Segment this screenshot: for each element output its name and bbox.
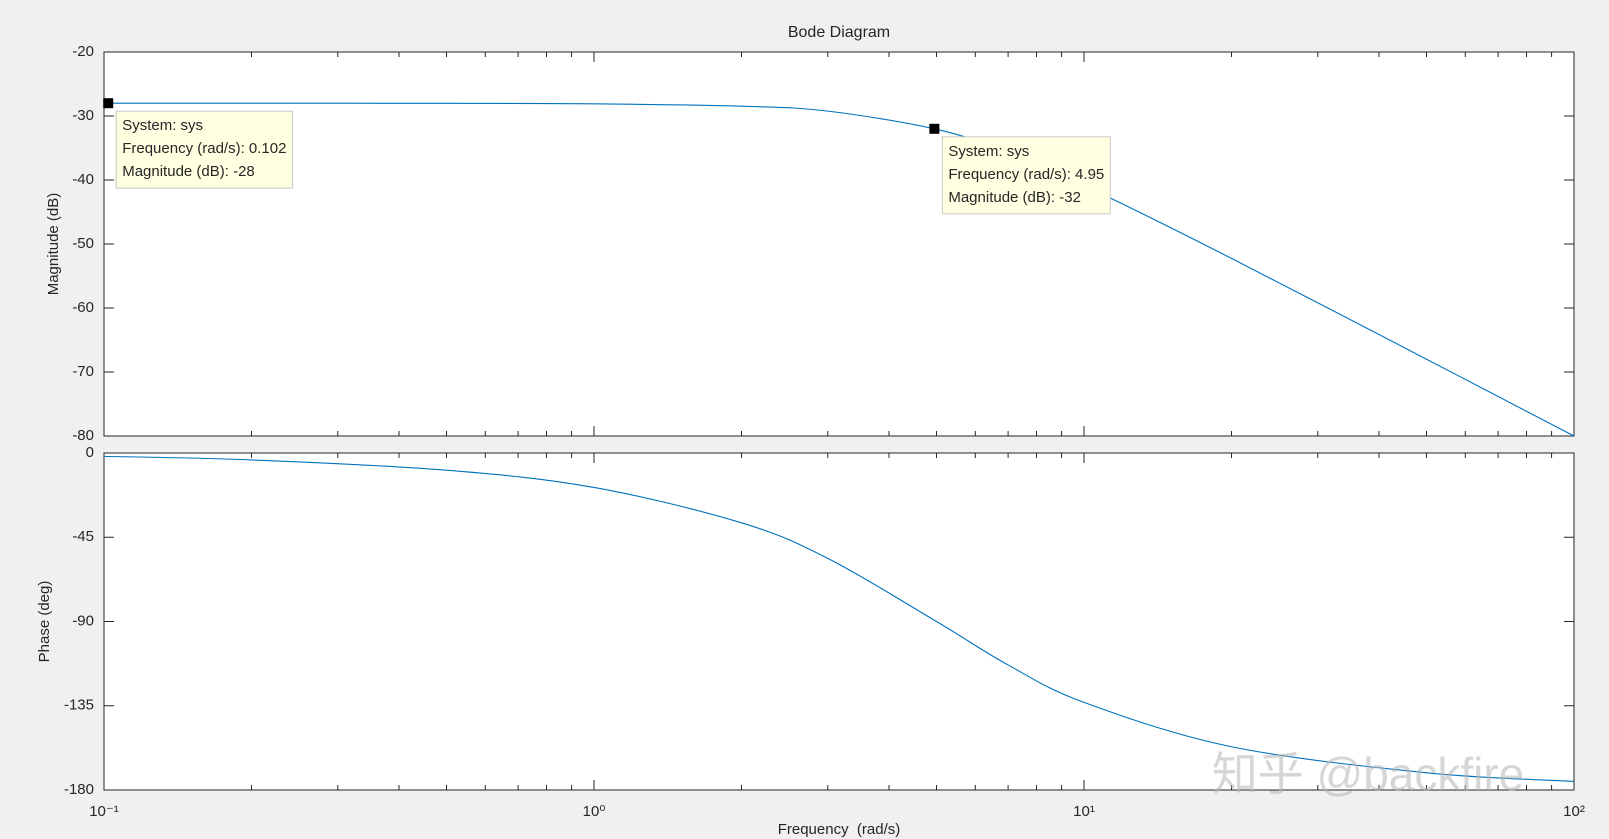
datatip-text: Magnitude (dB): -28 (122, 163, 255, 180)
datatip-marker (103, 98, 114, 109)
datatip-box (941, 136, 1111, 215)
y-tick-label: -50 (72, 235, 94, 252)
y-tick-label: -135 (64, 697, 94, 714)
data-line (103, 455, 1575, 782)
y-tick-label: -45 (72, 528, 94, 545)
y-tick-label: 0 (86, 444, 94, 461)
datatip-box (115, 110, 293, 189)
y-axis-label: Phase (deg) (36, 581, 53, 663)
datatip-text: Magnitude (dB): -32 (948, 189, 1081, 206)
y-tick-label: -80 (72, 427, 94, 444)
y-axis-label: Magnitude (dB) (45, 193, 62, 296)
x-tick-label: 10⁻¹ (89, 803, 119, 820)
x-tick-label: 10¹ (1073, 803, 1095, 820)
y-tick-label: -180 (64, 781, 94, 798)
datatip-marker (929, 123, 940, 134)
datatip-text: Frequency (rad/s): 4.95 (948, 166, 1104, 183)
y-tick-label: -20 (72, 43, 94, 60)
datatip-text: System: sys (122, 117, 203, 134)
datatip: System: sys Frequency (rad/s): 0.102 Magni… (115, 110, 293, 189)
plot-area (103, 51, 1575, 437)
plot-area (103, 452, 1575, 791)
x-tick-label: 10⁰ (583, 803, 606, 820)
chart-title: Bode Diagram (788, 24, 890, 41)
y-tick-label: -90 (72, 612, 94, 629)
x-axis-label: Frequency (rad/s) (778, 821, 901, 838)
datatip-text: Frequency (rad/s): 0.102 (122, 140, 286, 157)
y-tick-label: -60 (72, 299, 94, 316)
datatip-text: System: sys (948, 143, 1029, 160)
y-tick-label: -30 (72, 107, 94, 124)
y-tick-label: -70 (72, 363, 94, 380)
watermark: 知乎 @backfire (1212, 748, 1525, 800)
data-line (103, 102, 1575, 437)
y-tick-label: -40 (72, 171, 94, 188)
datatip: System: sys Frequency (rad/s): 4.95 Magnit… (941, 136, 1111, 215)
x-tick-label: 10² (1563, 803, 1585, 820)
